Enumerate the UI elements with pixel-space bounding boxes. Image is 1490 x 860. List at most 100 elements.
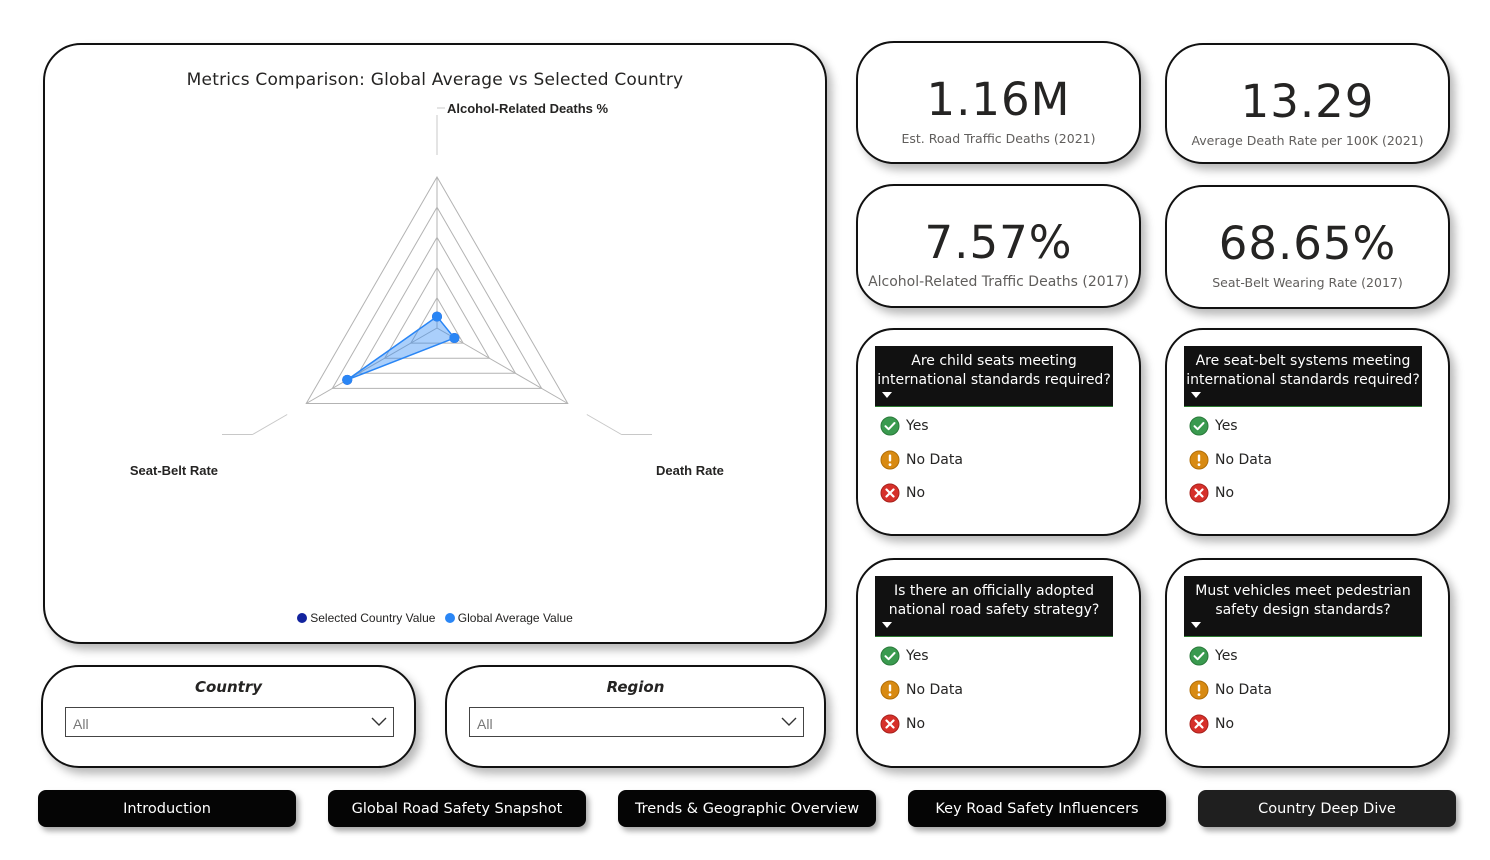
- check-circle-icon: [880, 416, 900, 436]
- country-slicer: Country All: [41, 665, 416, 768]
- exclamation-circle-icon: [880, 680, 900, 700]
- exclamation-circle-icon: [1189, 450, 1209, 470]
- country-dropdown-value: All: [73, 716, 89, 732]
- option-label: No: [906, 716, 926, 732]
- check-circle-icon: [880, 646, 900, 666]
- option-label: No: [1215, 485, 1235, 501]
- legend-dot-global: [444, 613, 455, 623]
- nav-button-influencers[interactable]: Key Road Safety Influencers: [908, 790, 1166, 827]
- option-no-data[interactable]: No Data: [880, 449, 963, 471]
- option-yes[interactable]: Yes: [1189, 415, 1238, 437]
- kpi-value: 1.16M: [926, 73, 1071, 126]
- question-header[interactable]: Must vehicles meet pedestrian safety des…: [1184, 576, 1422, 637]
- legend-item-global[interactable]: Global Average Value: [444, 611, 573, 625]
- question-header[interactable]: Is there an officially adopted national …: [875, 576, 1113, 637]
- option-no-data[interactable]: No Data: [1189, 449, 1272, 471]
- question-title: Are child seats meeting international st…: [877, 353, 1111, 388]
- radar-axis-leader: [586, 414, 622, 435]
- nav-button-global-snapshot[interactable]: Global Road Safety Snapshot: [328, 790, 586, 827]
- kpi-card-road-deaths: 1.16M Est. Road Traffic Deaths (2021): [856, 41, 1141, 164]
- legend-dot-selected: [297, 613, 308, 623]
- question-title: Is there an officially adopted national …: [888, 583, 1100, 618]
- nav-button-introduction[interactable]: Introduction: [38, 790, 296, 827]
- radar-series-area: [346, 315, 456, 381]
- country-slicer-title: Country: [194, 678, 263, 696]
- option-label: Yes: [906, 418, 929, 434]
- exclamation-circle-icon: [880, 450, 900, 470]
- radar-axis-label: Seat-Belt Rate: [130, 463, 218, 478]
- radar-chart: Alcohol-Related Deaths % Death Rate Seat-B…: [130, 101, 724, 478]
- kpi-value: 13.29: [1240, 75, 1375, 128]
- radar-grid-ring: [409, 296, 465, 344]
- x-circle-icon: [880, 483, 900, 503]
- option-yes[interactable]: Yes: [880, 645, 929, 667]
- check-circle-icon: [1189, 646, 1209, 666]
- caret-down-icon[interactable]: [1191, 622, 1201, 628]
- question-header[interactable]: Are seat-belt systems meeting internatio…: [1184, 346, 1422, 407]
- radar-grid-ring: [357, 236, 517, 374]
- kpi-card-death-rate: 13.29 Average Death Rate per 100K (2021): [1165, 43, 1450, 164]
- radar-data-point: [342, 374, 353, 385]
- radar-data-point: [432, 311, 442, 322]
- region-slicer-title: Region: [606, 678, 665, 696]
- option-label: No: [1215, 716, 1235, 732]
- check-circle-icon: [1189, 416, 1209, 436]
- kpi-card-alcohol-deaths: 7.57% Alcohol-Related Traffic Deaths (20…: [856, 184, 1141, 308]
- legend-label: Global Average Value: [457, 611, 573, 625]
- caret-down-icon[interactable]: [882, 392, 892, 398]
- question-card-road-safety-strategy: Is there an officially adopted national …: [856, 558, 1141, 768]
- kpi-label: Average Death Rate per 100K (2021): [1191, 133, 1424, 148]
- region-dropdown[interactable]: All: [469, 707, 804, 737]
- x-circle-icon: [1189, 483, 1209, 503]
- question-card-pedestrian-safety: Must vehicles meet pedestrian safety des…: [1165, 558, 1450, 768]
- kpi-label: Est. Road Traffic Deaths (2021): [901, 131, 1096, 146]
- radar-axis-label: Alcohol-Related Deaths %: [447, 101, 609, 116]
- option-no[interactable]: No: [880, 482, 925, 504]
- option-label: No Data: [906, 452, 963, 468]
- radar-data-point: [449, 333, 460, 344]
- question-card-seat-belt-systems: Are seat-belt systems meeting internatio…: [1165, 328, 1450, 536]
- nav-button-country-deep-dive[interactable]: Country Deep Dive: [1198, 790, 1456, 827]
- question-card-child-seats: Are child seats meeting international st…: [856, 328, 1141, 536]
- question-header[interactable]: Are child seats meeting international st…: [875, 346, 1113, 407]
- option-label: No Data: [1215, 452, 1272, 468]
- caret-down-icon[interactable]: [882, 622, 892, 628]
- chart-legend: Selected Country Value Global Average Va…: [45, 611, 825, 626]
- radar-axis-leader: [252, 414, 288, 435]
- option-label: Yes: [1215, 418, 1238, 434]
- chart-title: Metrics Comparison: Global Average vs Se…: [186, 70, 684, 90]
- option-no[interactable]: No: [1189, 713, 1234, 735]
- kpi-value: 68.65%: [1218, 217, 1397, 270]
- radar-spoke: [305, 327, 438, 404]
- exclamation-circle-icon: [1189, 680, 1209, 700]
- kpi-label: Alcohol-Related Traffic Deaths (2017): [868, 274, 1129, 290]
- country-dropdown[interactable]: All: [65, 707, 394, 737]
- question-title: Are seat-belt systems meeting internatio…: [1186, 353, 1420, 388]
- region-slicer: Region All: [445, 665, 826, 768]
- legend-label: Selected Country Value: [310, 611, 436, 625]
- caret-down-icon[interactable]: [1191, 392, 1201, 398]
- radar-spoke: [436, 327, 569, 404]
- kpi-card-seat-belt: 68.65% Seat-Belt Wearing Rate (2017): [1165, 185, 1450, 309]
- kpi-label: Seat-Belt Wearing Rate (2017): [1212, 275, 1403, 290]
- option-label: Yes: [906, 648, 929, 664]
- option-no-data[interactable]: No Data: [1189, 679, 1272, 701]
- option-no[interactable]: No: [1189, 482, 1234, 504]
- option-label: No Data: [1215, 682, 1272, 698]
- nav-button-trends[interactable]: Trends & Geographic Overview: [618, 790, 876, 827]
- question-title: Must vehicles meet pedestrian safety des…: [1195, 583, 1411, 618]
- option-no-data[interactable]: No Data: [880, 679, 963, 701]
- kpi-value: 7.57%: [924, 216, 1073, 269]
- x-circle-icon: [1189, 714, 1209, 734]
- x-circle-icon: [880, 714, 900, 734]
- chevron-down-icon[interactable]: [781, 717, 797, 727]
- radar-axis-label: Death Rate: [656, 463, 724, 478]
- radar-grid-ring: [383, 266, 491, 359]
- chevron-down-icon[interactable]: [371, 717, 387, 727]
- option-label: No: [906, 485, 926, 501]
- radar-chart-card: Metrics Comparison: Global Average vs Se…: [43, 43, 827, 644]
- option-yes[interactable]: Yes: [1189, 645, 1238, 667]
- option-yes[interactable]: Yes: [880, 415, 929, 437]
- option-no[interactable]: No: [880, 713, 925, 735]
- legend-item-selected[interactable]: Selected Country Value: [297, 611, 435, 625]
